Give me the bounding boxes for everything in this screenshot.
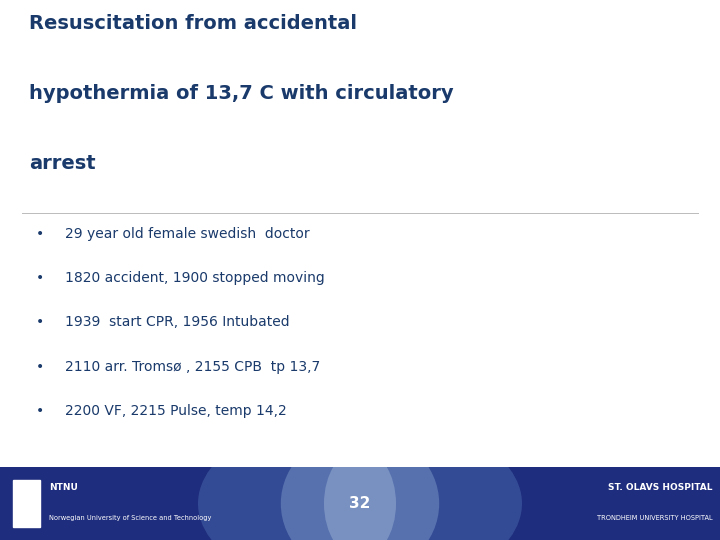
Text: hypothermia of 13,7 C with circulatory: hypothermia of 13,7 C with circulatory [29,84,454,103]
Bar [13,480,40,527]
Text: NTNU: NTNU [49,483,78,492]
Text: Norwegian University of Science and Technology: Norwegian University of Science and Tech… [49,515,212,521]
Text: •: • [35,227,44,240]
Text: 32: 32 [349,496,371,511]
Text: 29 year old female swedish  doctor: 29 year old female swedish doctor [65,227,310,240]
Text: arrest: arrest [29,154,96,173]
Text: ST. OLAVS HOSPITAL: ST. OLAVS HOSPITAL [608,483,713,492]
Text: •: • [35,271,44,285]
Text: Resuscitation from accidental: Resuscitation from accidental [29,14,357,33]
Ellipse shape [198,413,522,540]
Text: TRONDHEIM UNIVERSITY HOSPITAL: TRONDHEIM UNIVERSITY HOSPITAL [597,515,713,521]
Text: 2200 VF, 2215 Pulse, temp 14,2: 2200 VF, 2215 Pulse, temp 14,2 [65,404,287,418]
Ellipse shape [324,449,396,540]
Text: After 5 months  normal mental function: After 5 months normal mental function [65,467,340,481]
Text: 2110 arr. Tromsø , 2155 CPB  tp 13,7: 2110 arr. Tromsø , 2155 CPB tp 13,7 [65,360,320,374]
Text: •: • [35,404,44,418]
Text: 1820 accident, 1900 stopped moving: 1820 accident, 1900 stopped moving [65,271,325,285]
Text: 1939  start CPR, 1956 Intubated: 1939 start CPR, 1956 Intubated [65,315,289,329]
Text: •: • [35,360,44,374]
Text: Back to work: Back to work [65,511,156,525]
Text: •: • [35,315,44,329]
Ellipse shape [281,431,439,540]
